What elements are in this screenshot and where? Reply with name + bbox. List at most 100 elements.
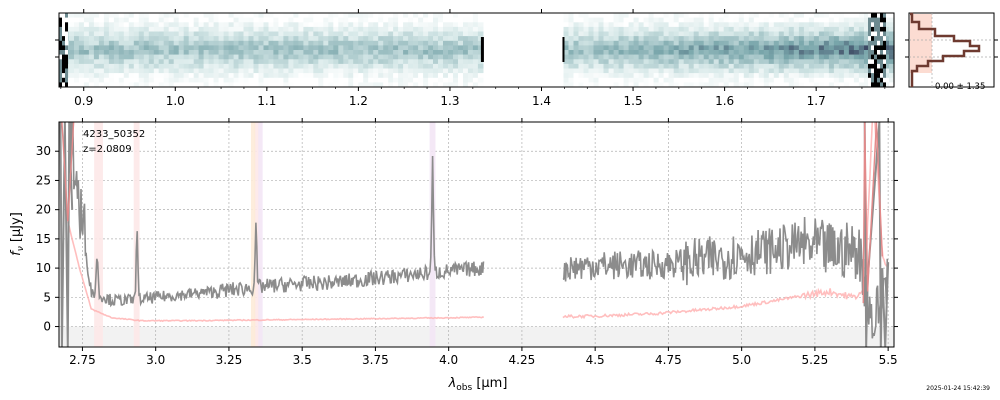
spectrum-2d-pixel xyxy=(74,68,80,74)
spectrum-2d-pixel xyxy=(453,31,459,37)
spectrum-2d-pixel xyxy=(853,73,860,78)
spectrum-2d-pixel xyxy=(273,54,279,60)
spectrum-2d-pixel xyxy=(128,50,135,55)
spectrum-2d-pixel xyxy=(828,77,835,83)
spectrum-2d-pixel xyxy=(83,68,90,74)
spectrum-2d-pixel xyxy=(238,82,245,88)
spectrum-2d-pixel xyxy=(698,36,705,41)
spectrum-2d-pixel xyxy=(698,40,705,46)
spectrum-2d-pixel xyxy=(864,54,870,60)
spectrum-2d-pixel xyxy=(378,50,384,55)
spectrum-2d-pixel xyxy=(813,36,820,41)
spectrum-2d-pixel xyxy=(273,31,279,37)
spectrum-2d-pixel xyxy=(578,59,585,65)
spectrum-2d-pixel xyxy=(418,63,424,69)
spectrum-2d-pixel xyxy=(648,50,655,55)
spectrum-2d-pixel xyxy=(858,73,865,78)
spectrum-2d-pixel xyxy=(853,63,860,69)
spectrum-2d-pixel xyxy=(233,17,240,23)
spectrum-2d-pixel xyxy=(253,22,260,28)
spectrum-2d-pixel xyxy=(573,26,580,32)
spectrum-2d-pixel xyxy=(118,17,125,23)
spectrum-2d-pixel xyxy=(313,17,319,23)
spectrum-2d-edge-pixel xyxy=(877,26,880,32)
spectrum-2d-pixel xyxy=(683,63,690,69)
top-x-tick-label: 1.6 xyxy=(715,94,734,108)
spectrum-2d-pixel xyxy=(313,40,319,46)
spectrum-2d-pixel xyxy=(223,59,230,65)
spectrum-2d-pixel xyxy=(663,68,670,74)
spectrum-2d-pixel xyxy=(263,17,270,23)
spectrum-2d-pixel xyxy=(733,22,740,28)
spectrum-2d-pixel xyxy=(663,59,670,65)
spectrum-2d-pixel xyxy=(223,82,230,88)
spectrum-2d-pixel xyxy=(658,63,665,69)
spectrum-2d-pixel xyxy=(673,82,680,88)
spectrum-2d-pixel xyxy=(78,54,85,60)
spectrum-2d-pixel xyxy=(793,22,800,28)
spectrum-2d-pixel xyxy=(203,31,210,37)
spectrum-2d-pixel xyxy=(833,54,840,60)
spectrum-2d-pixel xyxy=(648,36,655,41)
spectrum-2d-pixel xyxy=(603,22,610,28)
spectrum-2d-pixel xyxy=(613,77,620,83)
spectrum-2d-pixel xyxy=(613,17,620,23)
spectrum-2d-pixel xyxy=(163,77,170,83)
spectrum-2d-pixel xyxy=(278,63,284,69)
spectrum-2d-pixel xyxy=(258,73,265,78)
spectrum-2d-pixel xyxy=(268,31,275,37)
spectrum-2d-pixel xyxy=(218,22,225,28)
spectrum-2d-pixel xyxy=(598,26,605,32)
spectrum-2d-pixel xyxy=(758,50,765,55)
spectrum-2d-pixel xyxy=(98,73,105,78)
spectrum-2d-pixel xyxy=(472,17,479,23)
spectrum-2d-edge-pixel xyxy=(880,63,883,69)
spectrum-2d-pixel xyxy=(808,54,815,60)
spectrum-2d-pixel xyxy=(884,13,890,18)
spectrum-2d-pixel xyxy=(828,45,835,51)
spectrum-2d-pixel xyxy=(208,22,215,28)
spectrum-2d-pixel xyxy=(323,45,329,51)
spectrum-2d-pixel xyxy=(123,77,130,83)
spectrum-2d-pixel xyxy=(418,54,424,60)
spectrum-2d-pixel xyxy=(648,54,655,60)
spectrum-2d-pixel xyxy=(603,77,610,83)
spectrum-2d-pixel xyxy=(463,50,469,55)
spectrum-2d-pixel xyxy=(333,63,339,69)
spectrum-2d-pixel xyxy=(153,40,160,46)
spectrum-2d-pixel xyxy=(133,54,140,60)
spectrum-2d-pixel xyxy=(378,31,384,37)
spectrum-2d-pixel xyxy=(773,22,780,28)
spectrum-2d-pixel xyxy=(568,59,575,65)
spectrum-2d-pixel xyxy=(278,40,284,46)
spectrum-2d-pixel xyxy=(358,59,364,65)
spectrum-2d-pixel xyxy=(393,63,399,69)
spectrum-2d-pixel xyxy=(168,77,175,83)
spectrum-2d-pixel xyxy=(318,26,324,32)
spectrum-2d-pixel xyxy=(128,82,135,88)
spectrum-2d-pixel xyxy=(783,36,790,41)
top-x-tick-label: 1.3 xyxy=(440,94,459,108)
spectrum-2d-pixel xyxy=(378,68,384,74)
y-tick-label: 0 xyxy=(43,320,51,334)
spectrum-2d-pixel xyxy=(178,40,185,46)
spectrum-2d-pixel xyxy=(108,13,115,18)
spectrum-2d-pixel xyxy=(683,26,690,32)
spectrum-2d-pixel xyxy=(208,40,215,46)
spectrum-2d-edge-pixel xyxy=(65,40,68,46)
spectrum-2d-pixel xyxy=(408,40,414,46)
spectrum-2d-pixel xyxy=(818,50,825,55)
spectrum-2d-pixel xyxy=(388,54,394,60)
spectrum-2d-pixel xyxy=(103,26,110,32)
spectrum-2d-pixel xyxy=(663,36,670,41)
spectrum-2d-pixel xyxy=(608,50,615,55)
spectrum-2d-pixel xyxy=(838,31,845,37)
spectrum-2d-edge-pixel xyxy=(868,63,871,69)
spectrum-2d-pixel xyxy=(778,82,785,88)
spectrum-2d-pixel xyxy=(738,17,745,23)
spectrum-2d-pixel xyxy=(363,13,369,18)
spectrum-2d-pixel xyxy=(348,13,354,18)
spectrum-2d-pixel xyxy=(233,22,240,28)
spectrum-2d-pixel xyxy=(728,54,735,60)
spectrum-2d-pixel xyxy=(578,40,585,46)
